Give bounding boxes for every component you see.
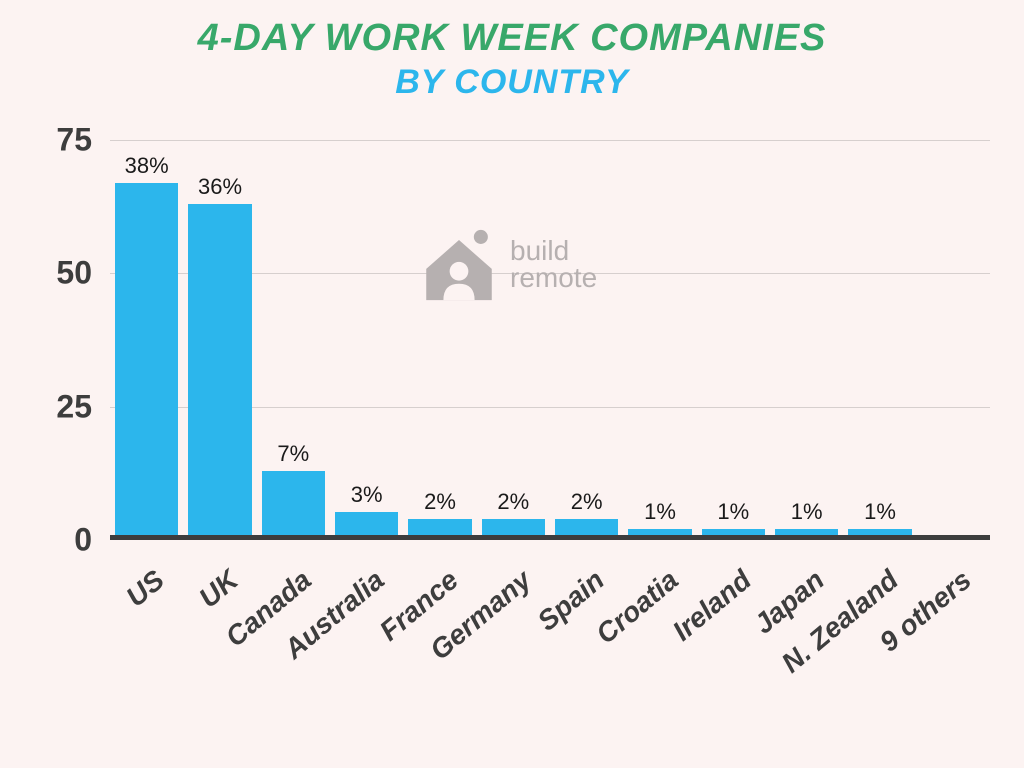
x-tick-label: Croatia — [590, 564, 684, 651]
bar: 1% — [770, 140, 843, 540]
chart-title-block: 4-DAY WORK WEEK COMPANIES BY COUNTRY — [0, 0, 1024, 104]
bar: 36% — [183, 140, 256, 540]
y-axis: 0255075 — [40, 140, 100, 540]
y-tick-label: 0 — [74, 522, 92, 559]
bar: 38% — [110, 140, 183, 540]
bars-container: 38%36%7%3%2%2%2%1%1%1%1% — [110, 140, 990, 540]
bar-value-label: 36% — [183, 174, 256, 200]
bar-value-label: 2% — [403, 489, 476, 515]
chart-title-line1: 4-DAY WORK WEEK COMPANIES — [0, 18, 1024, 60]
bar: 2% — [403, 140, 476, 540]
x-tick-label: US — [121, 564, 171, 614]
bar-value-label: 2% — [477, 489, 550, 515]
bar-value-label: 1% — [843, 499, 916, 525]
bar-value-label: 1% — [697, 499, 770, 525]
bar-rect — [188, 204, 251, 540]
bar-value-label: 7% — [257, 441, 330, 467]
chart-title-line2: BY COUNTRY — [0, 60, 1024, 104]
bar: 2% — [477, 140, 550, 540]
bar-value-label: 38% — [110, 153, 183, 179]
y-tick-label: 50 — [56, 255, 92, 292]
x-tick-label: UK — [193, 564, 245, 615]
y-tick-label: 25 — [56, 388, 92, 425]
bar: 1% — [623, 140, 696, 540]
x-axis-baseline — [110, 535, 990, 540]
bar: 1% — [697, 140, 770, 540]
bar-value-label: 1% — [770, 499, 843, 525]
bar-value-label: 3% — [330, 482, 403, 508]
x-axis-labels: USUKCanadaAustraliaFranceGermanySpainCro… — [110, 550, 990, 750]
bar: 7% — [257, 140, 330, 540]
y-tick-label: 75 — [56, 122, 92, 159]
bar-value-label: 1% — [623, 499, 696, 525]
chart-area: 0255075 build remote 38%36%7%3%2%2%2%1%1… — [40, 140, 995, 550]
bar-rect — [262, 471, 325, 540]
x-tick-label: Ireland — [667, 564, 758, 648]
bar — [917, 140, 990, 540]
bar: 2% — [550, 140, 623, 540]
bar: 3% — [330, 140, 403, 540]
bar-value-label: 2% — [550, 489, 623, 515]
bar-rect — [115, 183, 178, 540]
bar: 1% — [843, 140, 916, 540]
plot-area: build remote 38%36%7%3%2%2%2%1%1%1%1% — [110, 140, 990, 540]
